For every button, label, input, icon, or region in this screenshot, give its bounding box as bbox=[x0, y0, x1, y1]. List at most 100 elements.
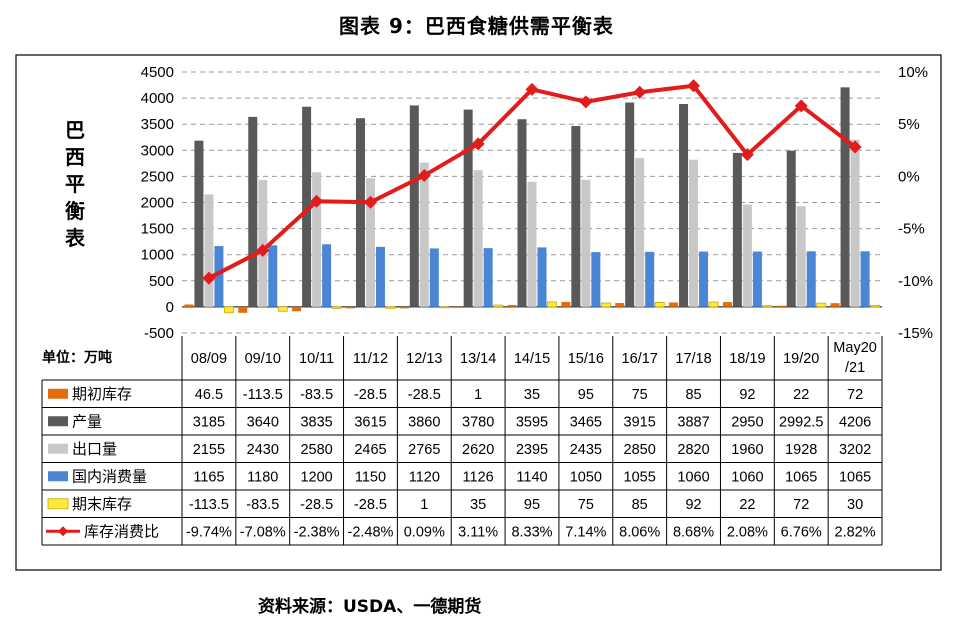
category-label: 15/16 bbox=[568, 351, 604, 367]
line-point bbox=[794, 99, 808, 113]
table-cell: 2765 bbox=[408, 442, 440, 458]
y-tick-label: 0 bbox=[166, 299, 174, 316]
y-axis-title-char: 西 bbox=[65, 145, 85, 169]
bar-期末库存 bbox=[547, 301, 557, 308]
table-cell: 3887 bbox=[677, 414, 709, 430]
table-cell: 1050 bbox=[570, 469, 602, 485]
y2-tick-label: -15% bbox=[898, 325, 933, 342]
table-cell: -83.5 bbox=[300, 387, 333, 403]
table-cell: 2430 bbox=[247, 442, 279, 458]
table-cell: 1120 bbox=[409, 469, 440, 485]
bar-产量 bbox=[625, 102, 635, 307]
y-axis-title-char: 平 bbox=[65, 172, 85, 196]
y2-tick-label: 0% bbox=[898, 168, 920, 185]
figure-title: 图表 9：巴西食糖供需平衡表 bbox=[339, 14, 614, 38]
bar-国内消费量 bbox=[537, 247, 547, 307]
table-cell: 46.5 bbox=[195, 387, 223, 403]
bar-期末库存 bbox=[654, 302, 665, 308]
bar-期初库存 bbox=[292, 306, 302, 312]
bar-产量 bbox=[571, 126, 581, 307]
bar-期末库存 bbox=[385, 306, 396, 309]
table-cell: 2580 bbox=[300, 442, 332, 458]
table-cell: 8.68% bbox=[673, 524, 714, 540]
table-cell: -28.5 bbox=[354, 497, 387, 513]
table-cell: 3615 bbox=[354, 414, 386, 430]
table-cell: 6.76% bbox=[781, 524, 822, 540]
line-point bbox=[417, 168, 431, 182]
y-tick-label: 4500 bbox=[141, 64, 174, 81]
table-cell: 2820 bbox=[677, 442, 709, 458]
bar-国内消费量 bbox=[268, 245, 278, 307]
legend-key-产量 bbox=[48, 416, 68, 427]
table-cell: 1065 bbox=[839, 469, 871, 485]
table-cell: 4206 bbox=[839, 414, 871, 430]
table-cell: 1065 bbox=[785, 469, 817, 485]
row-label: 期末库存 bbox=[72, 495, 132, 513]
bar-期初库存 bbox=[399, 306, 409, 309]
line-series bbox=[202, 79, 862, 285]
table-cell: 2850 bbox=[624, 442, 656, 458]
row-label: 产量 bbox=[72, 412, 102, 430]
bar-国内消费量 bbox=[860, 251, 870, 307]
bar-产量 bbox=[194, 140, 204, 307]
bar-国内消费量 bbox=[429, 248, 439, 307]
y-tick-label: 2500 bbox=[141, 168, 174, 185]
legend-key-出口量 bbox=[48, 443, 68, 454]
legend-key-期末库存 bbox=[47, 498, 69, 510]
line-point bbox=[202, 271, 216, 285]
legend-key-国内消费量 bbox=[48, 471, 68, 482]
y-tick-label: 500 bbox=[149, 273, 174, 290]
line-point bbox=[633, 85, 647, 99]
table-cell: 95 bbox=[578, 387, 594, 403]
table-cell: 1055 bbox=[624, 469, 656, 485]
table-cell: 3595 bbox=[516, 414, 548, 430]
line-point bbox=[310, 194, 324, 208]
bar-出口量 bbox=[258, 180, 268, 307]
table-cell: 2.08% bbox=[727, 524, 768, 540]
table-cell: 1 bbox=[474, 387, 482, 403]
bar-产量 bbox=[248, 116, 258, 307]
bar-国内消费量 bbox=[322, 244, 332, 307]
bar-期初库存 bbox=[615, 302, 625, 307]
table-cell: 8.33% bbox=[511, 524, 552, 540]
category-label: May20 bbox=[833, 340, 877, 356]
bar-期末库存 bbox=[708, 301, 719, 308]
line-point bbox=[471, 137, 485, 151]
table-cell: 3640 bbox=[247, 414, 279, 430]
table-cell: 2465 bbox=[354, 442, 386, 458]
table-cell: -2.38% bbox=[294, 524, 340, 540]
table-cell: 92 bbox=[739, 387, 755, 403]
bar-期初库存 bbox=[776, 305, 786, 307]
table-cell: -113.5 bbox=[189, 497, 229, 513]
category-label: 16/17 bbox=[622, 351, 658, 367]
line-point bbox=[848, 140, 862, 154]
table-cell: 1150 bbox=[355, 469, 386, 485]
bar-国内消费量 bbox=[375, 246, 385, 307]
bar-产量 bbox=[786, 150, 796, 307]
bar-产量 bbox=[409, 105, 419, 307]
table-cell: -9.74% bbox=[186, 524, 232, 540]
line-point bbox=[256, 243, 270, 257]
table-cell: 1 bbox=[420, 497, 428, 513]
table-cell: 1200 bbox=[300, 469, 332, 485]
table-cell: 7.14% bbox=[565, 524, 606, 540]
y-tick-label: 1000 bbox=[141, 247, 174, 264]
row-label: 国内消费量 bbox=[72, 467, 147, 485]
bar-产量 bbox=[517, 119, 527, 307]
bar-出口量 bbox=[365, 178, 375, 307]
table-cell: 3915 bbox=[624, 414, 656, 430]
bar-期末库存 bbox=[331, 306, 342, 309]
table-cell: 2435 bbox=[570, 442, 602, 458]
category-label: 10/11 bbox=[299, 351, 334, 367]
bar-国内消费量 bbox=[699, 251, 709, 307]
table-cell: 3185 bbox=[193, 414, 225, 430]
category-label: 08/09 bbox=[191, 351, 227, 367]
table-cell: 1060 bbox=[731, 469, 763, 485]
table-cell: 1180 bbox=[247, 469, 278, 485]
y-tick-label: 4000 bbox=[141, 90, 174, 107]
bar-产量 bbox=[463, 109, 473, 307]
category-label: 19/20 bbox=[783, 351, 819, 367]
table-cell: 3835 bbox=[300, 414, 332, 430]
bar-国内消费量 bbox=[806, 251, 816, 307]
bar-期初库存 bbox=[345, 306, 355, 309]
